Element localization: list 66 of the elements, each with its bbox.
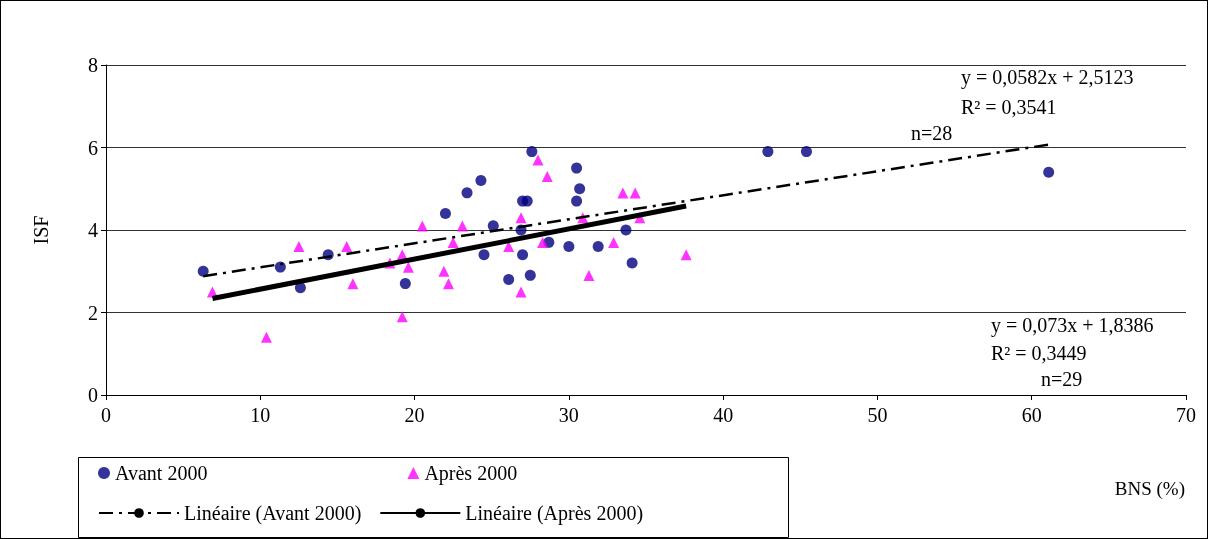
point <box>762 146 774 158</box>
annotation: R² = 0,3541 <box>961 96 1057 118</box>
y-tick-label: 8 <box>88 54 98 76</box>
x-tick-label: 50 <box>867 404 888 426</box>
point <box>475 175 487 186</box>
point <box>574 183 586 195</box>
y-tick-label: 0 <box>88 384 98 406</box>
annotation: y = 0,073x + 1,8386 <box>991 314 1154 337</box>
point <box>1043 166 1055 178</box>
point <box>347 278 359 290</box>
point <box>571 162 583 174</box>
point <box>532 154 544 166</box>
x-axis-title: BNS (%) <box>1114 478 1186 500</box>
point <box>583 269 595 281</box>
annotation: n=28 <box>911 122 953 144</box>
point <box>293 241 305 252</box>
point <box>608 236 620 248</box>
x-tick-label: 40 <box>713 404 734 426</box>
legend-label: Avant 2000 <box>115 462 208 484</box>
point <box>563 241 575 252</box>
point <box>461 187 473 199</box>
y-tick-label: 2 <box>88 301 98 324</box>
point <box>592 241 604 252</box>
point <box>629 187 641 199</box>
point <box>515 212 527 224</box>
legend-label: Linéaire (Après 2000) <box>465 502 644 525</box>
point <box>617 187 629 199</box>
x-tick-label: 60 <box>1021 404 1042 426</box>
legend-label: Linéaire (Avant 2000) <box>184 502 362 525</box>
point <box>620 224 632 236</box>
point <box>524 269 536 281</box>
y-tick-label: 6 <box>88 136 98 159</box>
point <box>399 278 411 290</box>
annotation: R² = 0,3449 <box>991 342 1087 364</box>
point <box>517 249 529 261</box>
point <box>680 249 692 261</box>
point <box>571 195 583 207</box>
point <box>396 311 408 323</box>
annotation: y = 0,0582x + 2,5123 <box>961 66 1134 89</box>
x-tick-label: 20 <box>404 404 425 426</box>
y-tick-label: 4 <box>88 219 98 241</box>
point <box>515 286 527 298</box>
point <box>197 265 209 277</box>
point <box>537 236 549 248</box>
point <box>439 208 451 219</box>
point <box>626 257 638 269</box>
point <box>341 241 353 252</box>
point <box>402 261 414 273</box>
point <box>438 265 450 277</box>
point <box>260 331 272 343</box>
annotation: n=29 <box>1041 368 1083 390</box>
x-tick-label: 70 <box>1176 404 1196 426</box>
point <box>416 220 428 232</box>
x-tick-label: 30 <box>558 404 579 426</box>
point <box>800 146 812 158</box>
point <box>541 170 553 182</box>
point <box>274 261 286 273</box>
y-axis-title: ISF <box>30 215 52 245</box>
legend-label: Après 2000 <box>424 462 518 485</box>
point <box>478 249 490 261</box>
point <box>456 220 468 232</box>
point <box>526 146 538 158</box>
point <box>521 195 533 207</box>
point <box>443 278 455 290</box>
point <box>503 274 515 285</box>
x-tick-label: 10 <box>250 404 271 426</box>
